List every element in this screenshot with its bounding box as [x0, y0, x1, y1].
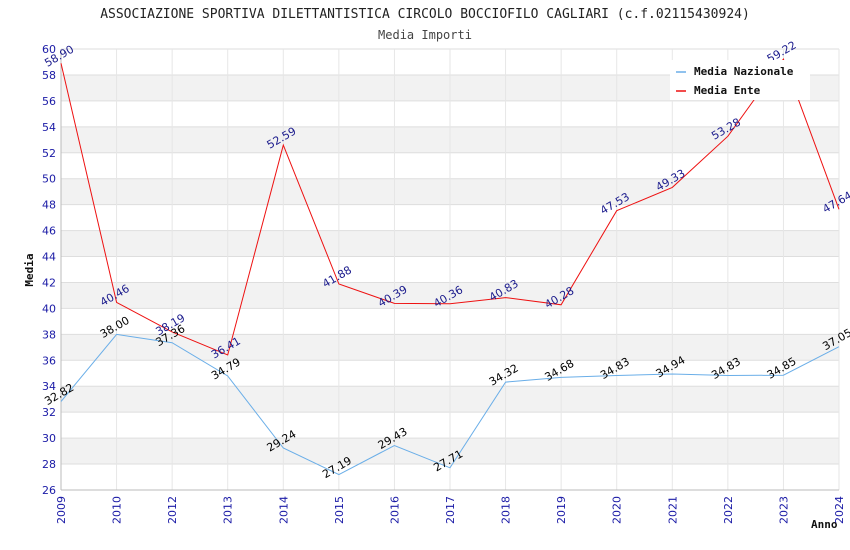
y-tick-label: 42 [42, 276, 56, 289]
y-tick-label: 44 [42, 251, 56, 264]
y-tick-label: 48 [42, 199, 56, 212]
y-tick-label: 36 [42, 354, 56, 367]
x-tick-label: 2012 [166, 496, 179, 524]
x-axis-label: Anno [811, 518, 838, 531]
chart-title: ASSOCIAZIONE SPORTIVA DILETTANTISTICA CI… [100, 7, 750, 22]
legend-box [670, 60, 810, 100]
chart-subtitle: Media Importi [378, 28, 472, 42]
y-tick-label: 46 [42, 225, 56, 238]
y-axis-label: Media [23, 253, 36, 286]
x-tick-label: 2014 [277, 496, 290, 524]
y-tick-label: 34 [42, 380, 56, 393]
y-tick-label: 32 [42, 406, 56, 419]
x-tick-label: 2009 [55, 496, 68, 524]
y-tick-label: 40 [42, 302, 56, 315]
y-tick-label: 38 [42, 328, 56, 341]
legend-entry-media-nazionale: Media Nazionale [694, 65, 794, 78]
y-tick-label: 58 [42, 69, 56, 82]
x-tick-label: 2013 [222, 496, 235, 524]
series-line-media-nazionale [60, 333, 840, 476]
x-tick-label: 2015 [333, 496, 346, 524]
x-axis-ticks: 2009 2010 2012 2013 2014 2015 2016 2017 2018 2019… [55, 496, 846, 524]
y-tick-label: 50 [42, 173, 56, 186]
x-tick-label: 2018 [500, 496, 513, 524]
legend-entry-media-ente: Media Ente [694, 84, 761, 97]
x-tick-label: 2020 [611, 496, 624, 524]
x-tick-label: 2021 [666, 496, 679, 524]
series-line-media-ente [60, 58, 840, 356]
y-tick-label: 54 [42, 121, 56, 134]
y-tick-label: 30 [42, 432, 56, 445]
y-tick-label: 26 [42, 484, 56, 497]
x-tick-label: 2019 [555, 496, 568, 524]
x-tick-label: 2022 [722, 496, 735, 524]
data-label-media-nazionale: 34.68 [543, 357, 577, 384]
y-tick-label: 56 [42, 95, 56, 108]
x-tick-label: 2023 [777, 496, 790, 524]
y-tick-label: 60 [42, 43, 56, 56]
x-tick-label: 2016 [388, 496, 401, 524]
grid-lines [60, 48, 840, 491]
x-tick-label: 2010 [111, 496, 124, 524]
y-tick-label: 28 [42, 458, 56, 471]
y-axis-ticks: 26 28 30 32 34 36 38 40 42 44 46 48 50 52 54 56 58 60 [42, 43, 56, 497]
legend: Media Nazionale Media Ente [670, 60, 810, 100]
y-tick-label: 52 [42, 147, 56, 160]
x-tick-label: 2024 [833, 496, 846, 524]
series-lines [60, 58, 840, 476]
x-tick-label: 2017 [444, 496, 457, 524]
